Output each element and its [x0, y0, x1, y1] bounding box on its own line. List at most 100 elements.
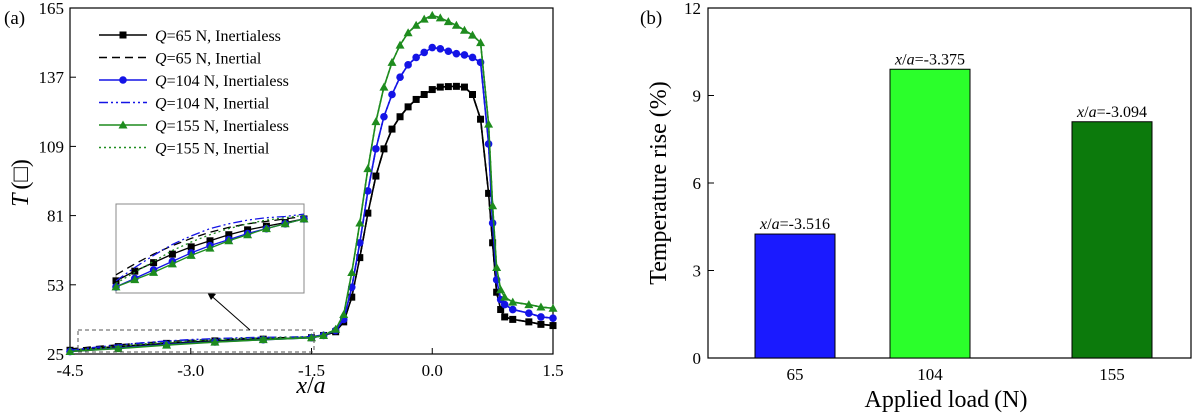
y-axis-label-b: Temperature rise (%): [646, 81, 672, 285]
panel-b: (b) 0 3 6 9 12 65 104 155 x/a=-3.516 x/a=-3.375…: [640, 0, 1192, 413]
bar-label-155: x/a=-3.094: [1076, 104, 1147, 121]
series-marker-4: [524, 300, 534, 309]
inset-marker-4: [205, 243, 215, 252]
y-tick-label-b: 0: [693, 349, 702, 368]
zoom-arrow-line: [206, 291, 251, 331]
x-tick-label-a: -3.0: [177, 361, 204, 380]
series-marker-0: [493, 288, 501, 296]
zoom-region-box: [77, 329, 315, 353]
series-marker-4: [488, 201, 498, 210]
series-marker-0: [549, 322, 557, 330]
inset-marker-4: [186, 250, 196, 259]
zoom-arrow-head: [207, 292, 216, 300]
y-axis-label-a: T(□): [8, 159, 34, 207]
series-marker-0: [525, 318, 533, 326]
y-tick-label-a: 81: [47, 207, 64, 226]
y-tick-label-b: 3: [693, 262, 702, 281]
y-tick-label-a: 25: [47, 345, 64, 364]
plot-b-x-tick-labels: 65 104 155: [787, 365, 1125, 384]
inset-marker-4: [111, 282, 121, 291]
y-tick-label-a: 109: [39, 137, 65, 156]
series-marker-2: [364, 187, 372, 195]
inset-line-3: [115, 213, 305, 282]
series-marker-0: [388, 125, 396, 133]
series-marker-4: [496, 285, 506, 294]
series-marker-4: [162, 340, 172, 349]
inset-marker-4: [243, 230, 253, 239]
legend-label-0: Q=65 N, Inertialess: [155, 28, 281, 45]
series-marker-2: [508, 305, 517, 314]
series-marker-0: [501, 313, 509, 321]
series-marker-4: [548, 303, 558, 312]
panel-a-label: (a): [4, 8, 25, 29]
legend-marker-0: [119, 31, 127, 39]
inset-marker-4: [149, 267, 159, 276]
legend-marker-4: [118, 120, 128, 129]
series-marker-0: [396, 113, 404, 121]
series-marker-2: [372, 145, 380, 153]
series-marker-2: [436, 44, 445, 53]
series-marker-0: [436, 83, 444, 91]
inset-marker-0: [225, 231, 233, 239]
series-marker-4: [258, 335, 268, 344]
x-tick-label-b: 155: [1099, 365, 1125, 384]
x-axis-label-a: x/a: [295, 373, 325, 399]
inset-marker-4: [167, 259, 177, 268]
bar-label-104: x/a=-3.375: [894, 51, 965, 68]
series-marker-0: [412, 95, 420, 103]
series-marker-4: [331, 324, 341, 333]
plot-b-bar-labels: x/a=-3.516 x/a=-3.375 x/a=-3.094: [759, 51, 1147, 233]
legend-label-5: Q=155 N, Inertial: [155, 141, 270, 158]
legend-label-3: Q=104 N, Inertial: [155, 96, 270, 113]
series-line-5: [69, 14, 554, 352]
y-tick-label-a: 137: [39, 68, 65, 87]
x-tick-label-a: 0.0: [422, 361, 443, 380]
bar-65: [754, 233, 836, 359]
series-marker-4: [363, 164, 373, 173]
x-axis-label-b: Applied load (N): [865, 387, 1028, 413]
series-marker-0: [460, 83, 468, 91]
series-marker-2: [525, 309, 533, 318]
x-tick-label-a: -4.5: [57, 361, 84, 380]
inset-marker-0: [168, 250, 176, 258]
series-marker-2: [420, 48, 429, 57]
series-marker-4: [319, 330, 329, 339]
bar-104: [889, 68, 971, 359]
inset-marker-0: [187, 243, 195, 251]
inset-marker-0: [206, 237, 214, 245]
inset-series: [111, 213, 309, 291]
inset-marker-0: [131, 267, 139, 275]
inset-marker-4: [299, 214, 309, 223]
series-marker-4: [210, 337, 220, 346]
series-line-2: [69, 46, 554, 353]
series-marker-0: [372, 172, 380, 180]
inset-marker-4: [261, 224, 271, 233]
series-line-3: [69, 46, 554, 352]
legend-label-4: Q=155 N, Inertialess: [155, 118, 289, 135]
legend-label-2: Q=104 N, Inertialess: [155, 73, 289, 90]
y-tick-label-a: 53: [47, 276, 64, 295]
bar-155: [1071, 121, 1153, 359]
plot-a-series: [65, 10, 558, 356]
bar-label-65: x/a=-3.516: [759, 216, 830, 233]
series-marker-4: [347, 267, 357, 276]
series-marker-4: [484, 119, 494, 128]
legend-a: Q=65 N, Inertialess Q=65 N, Inertial Q=104…: [99, 28, 289, 158]
plot-a-y-tick-labels: 25 53 81 109 137 165: [39, 0, 65, 364]
series-marker-4: [65, 347, 75, 356]
x-tick-label-a: -1.5: [298, 361, 325, 380]
x-tick-label-b: 104: [917, 365, 943, 384]
y-tick-label-b: 9: [693, 87, 702, 106]
series-marker-0: [404, 103, 412, 111]
x-tick-label-b: 65: [787, 365, 804, 384]
x-tick-label-a: 1.5: [542, 361, 563, 380]
plot-b-y-tick-labels: 0 3 6 9 12: [684, 0, 701, 368]
y-tick-label-a: 165: [39, 0, 65, 18]
panel-b-label: (b): [640, 8, 662, 29]
series-marker-4: [113, 344, 123, 353]
series-marker-4: [339, 309, 349, 318]
series-marker-2: [549, 314, 557, 322]
y-tick-label-b: 12: [684, 0, 701, 18]
inset-marker-4: [280, 219, 290, 228]
